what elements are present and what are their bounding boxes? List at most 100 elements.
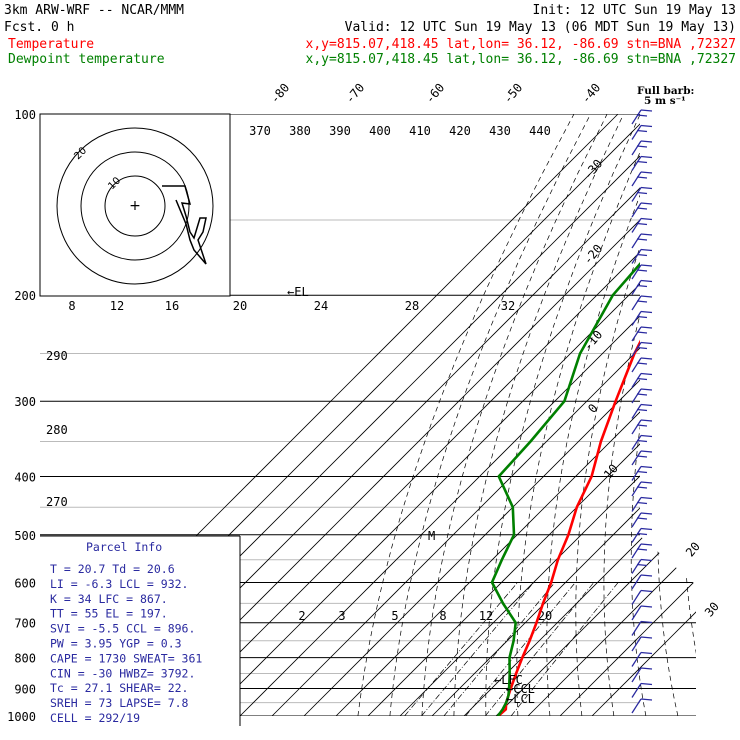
wind-barb [631, 217, 653, 233]
dry-adiabat-300 [516, 114, 658, 716]
isotherm-0 [431, 114, 696, 716]
dry-adiabat-340 [630, 114, 696, 716]
isotherm-50 [591, 114, 696, 716]
wind-key-title: Full barb: [637, 85, 694, 97]
hodograph-ring-middle [80, 151, 190, 261]
wind-barb [631, 620, 653, 636]
theta-label: 380 [289, 124, 311, 138]
theta-label: 440 [529, 124, 551, 138]
wind-barb [631, 155, 653, 171]
dry-adiabat-360 [683, 114, 696, 716]
theta-label: 400 [369, 124, 391, 138]
dry-adiabat-270 [421, 114, 608, 716]
parcel-info-panel: Parcel Info T = 20.7 Td = 20.6LI = -6.3 … [40, 535, 241, 726]
dry-adiabat-250 [357, 114, 575, 716]
isotherm-label: -50 [501, 81, 526, 107]
theta-left-label: 280 [46, 423, 68, 437]
wind-barb [631, 295, 653, 311]
isotherm-10 [463, 114, 696, 716]
pressure-label-100: 100 [14, 108, 36, 122]
wind-barb [631, 558, 653, 574]
sounding-traces [490, 262, 640, 716]
pressure-label-900: 900 [14, 682, 36, 696]
dry-adiabat-330 [603, 114, 696, 716]
theta-label: 370 [249, 124, 271, 138]
mixing-ratio-3 [421, 582, 534, 716]
dry-adiabat-280 [453, 114, 625, 716]
wind-barb [631, 140, 653, 156]
isotherm-label: -70 [343, 81, 368, 107]
dew-legend-label: Dewpoint temperature [8, 52, 165, 67]
wind-barb [631, 527, 653, 543]
wind-barb [631, 310, 653, 326]
hodograph-speed-tick: 8 [68, 299, 75, 313]
wind-barb [631, 388, 653, 404]
mixing-ratio-label: 5 [391, 609, 398, 623]
isotherm-label: 20 [683, 539, 703, 559]
dry-adiabat-320 [575, 114, 691, 716]
wind-barbs [631, 109, 653, 714]
mixing-ratio-label: 2 [298, 609, 305, 623]
wind-barb [631, 589, 653, 605]
wind-barb [631, 450, 653, 466]
isotherm-label: -20 [581, 242, 606, 268]
hodograph-speed-tick: 12 [110, 299, 124, 313]
dry-adiabat-350 [657, 114, 696, 716]
wind-barb [631, 574, 653, 590]
mixing-ratio-label: 20 [538, 609, 552, 623]
lfc-marker: ←LFC [494, 673, 523, 687]
mixing-ratio-label: 8 [439, 609, 446, 623]
wind-barb [631, 124, 653, 140]
hodograph-speed-tick: 20 [233, 299, 247, 313]
wind-barb [631, 341, 653, 357]
hodograph-ring-inner [104, 175, 166, 237]
m-marker: M [428, 529, 435, 543]
wind-barb [631, 202, 653, 218]
hodograph-speed-tick: 16 [165, 299, 179, 313]
isotherm--10 [399, 114, 696, 716]
pressure-label-500: 500 [14, 529, 36, 543]
hodograph-frame [39, 113, 231, 297]
theta-label: 420 [449, 124, 471, 138]
pressure-label-800: 800 [14, 652, 36, 666]
parcel-info-row: CELL = 292/19 [50, 711, 140, 725]
temp-legend-info: x,y=815.07,418.45 lat,lon= 36.12, -86.69… [306, 37, 736, 52]
wind-barb [631, 186, 653, 202]
dry-adiabat-380 [733, 114, 740, 716]
wind-barb [631, 512, 653, 528]
parcel-info-row: PW = 3.95 YGP = 0.3 [50, 637, 182, 651]
wind-barb [631, 651, 653, 667]
dry-adiabat-370 [709, 114, 740, 716]
mixing-ratio-2 [404, 582, 518, 716]
parcel-info-row: K = 34 LFC = 867. [50, 592, 168, 606]
level-marks: ←EL M ←LFC←CCL←LCL [287, 285, 535, 706]
mixing-ratio-label: 12 [479, 609, 493, 623]
isotherm-label: 30 [702, 599, 722, 619]
parcel-info-row: SVI = -5.5 CCL = 896. [50, 622, 195, 636]
hodograph-speed-tick: 28 [405, 299, 419, 313]
lcl-marker: ←LCL [506, 692, 535, 706]
parcel-info-title: Parcel Info [86, 540, 162, 554]
parcel-info-background [40, 536, 240, 726]
pressure-label-300: 300 [14, 395, 36, 409]
dry-adiabat-290 [485, 114, 641, 716]
isotherm--50 [271, 114, 696, 716]
pressure-label-200: 200 [14, 289, 36, 303]
wind-barb [631, 233, 653, 249]
wind-barb [631, 248, 653, 264]
mixing-ratio-label: 3 [338, 609, 345, 623]
wind-barb [631, 496, 653, 512]
wind-barb [631, 465, 653, 481]
theta-left-label: 270 [46, 495, 68, 509]
mixing-ratio-8 [465, 582, 576, 716]
parcel-info-row: CAPE = 1730 SWEAT= 361 [50, 651, 202, 665]
isotherm-label: 0 [585, 401, 600, 416]
wind-barb [631, 264, 653, 280]
isotherm-label: 10 [601, 461, 621, 481]
theta-left-label: 290 [46, 349, 68, 363]
isotherm--40 [303, 114, 696, 716]
dry-adiabat-310 [546, 114, 674, 716]
parcel-info-row: CIN = -30 HWBZ= 3792. [50, 666, 195, 680]
